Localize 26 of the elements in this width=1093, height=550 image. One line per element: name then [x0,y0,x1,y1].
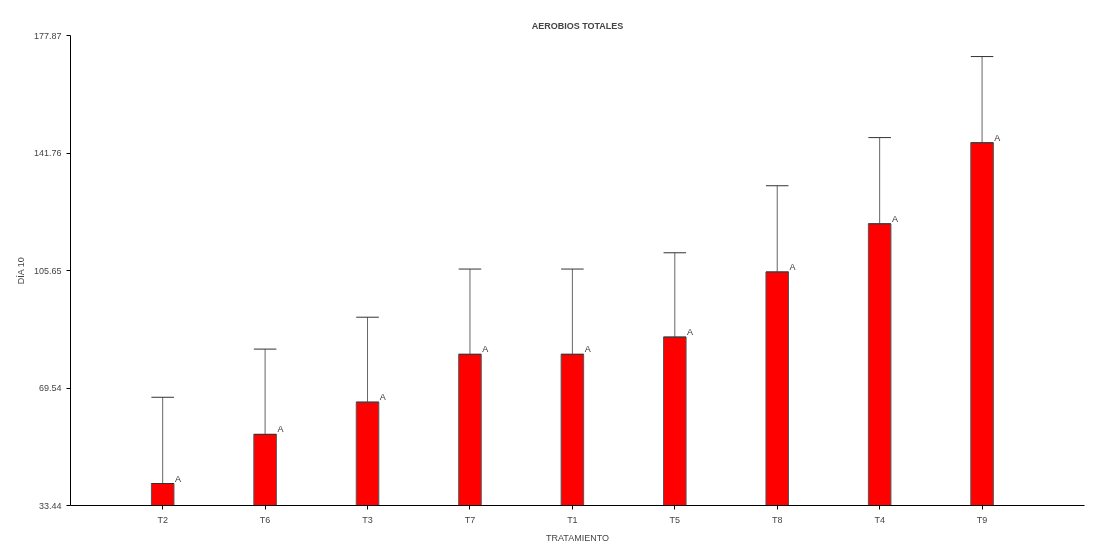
annotation: A [994,132,1001,143]
annotation: A [789,261,796,272]
y-tick-label: 177.87 [33,30,62,41]
annotation: A [687,327,694,338]
x-tick-label: T4 [874,514,885,525]
y-tick-label: 33.44 [38,500,62,511]
y-tick-label: 105.65 [33,265,62,276]
annotation: A [174,473,181,484]
annotation: A [584,344,591,355]
annotation: A [482,344,489,355]
y-axis-title: DÍA 10 [15,257,26,285]
x-tick-label: T8 [771,514,783,525]
y-tick-label: 69.54 [38,383,62,394]
x-tick-label: T6 [259,514,271,525]
annotation: A [277,424,284,435]
chart-title: AEROBIOS TOTALES [531,20,624,31]
x-tick-label: T2 [157,514,168,525]
x-tick-label: T7 [464,514,476,525]
x-tick-label: T5 [669,514,681,525]
annotation: A [379,392,386,403]
annotation: A [891,213,898,224]
x-tick-label: T1 [567,514,578,525]
x-tick-label: T3 [362,514,373,525]
x-tick-label: T9 [976,514,988,525]
y-tick-label: 141.76 [33,148,62,159]
x-axis-title: TRATAMIENTO [546,532,609,543]
